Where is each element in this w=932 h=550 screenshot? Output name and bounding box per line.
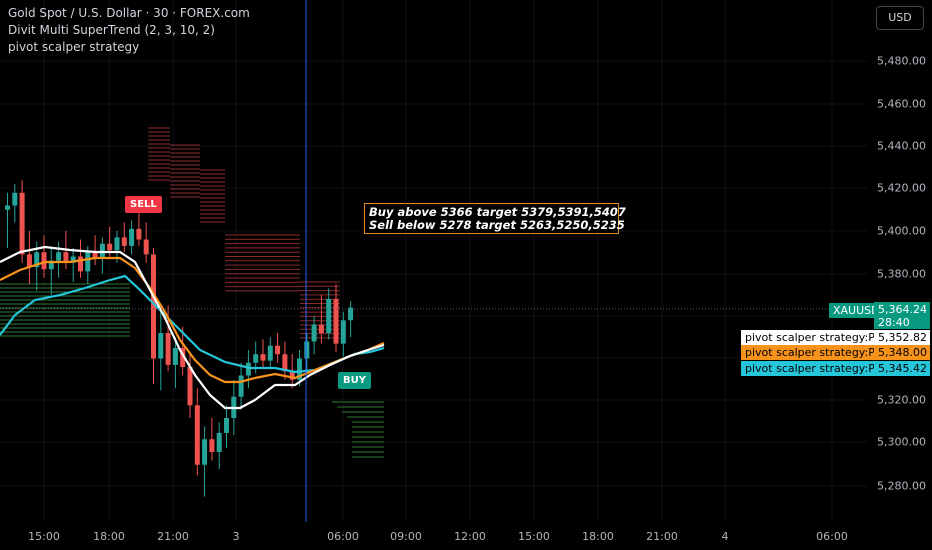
candle-body [304, 341, 310, 359]
candle-body [48, 260, 54, 270]
indicator-legend-supertrend[interactable]: Divit Multi SuperTrend (2, 3, 10, 2) [8, 23, 215, 37]
buy-signal-label: BUY [338, 372, 371, 389]
pivot-info-box: Buy above 5366 target 5379,5391,5407 Sel… [364, 203, 626, 234]
candle-body [224, 418, 229, 433]
candle-body [165, 333, 171, 365]
ema-white-line [0, 245, 385, 410]
sell-signal-label: SELL [125, 196, 162, 213]
plot-tag-orange-value: 5,348.00 [874, 345, 930, 360]
last-price-tag: 5,364.24 28:40 [874, 302, 930, 329]
price-tick-label: 5,400.00 [877, 224, 926, 238]
candle-body [326, 299, 332, 333]
candle-body [245, 362, 251, 376]
ema-orange-line [0, 256, 385, 384]
candle-body [297, 358, 302, 380]
candle-body [143, 239, 149, 255]
candle-body [78, 256, 83, 272]
price-tick-label: 5,320.00 [877, 393, 926, 407]
candle-body [333, 299, 339, 344]
symbol-tag: XAUUSD [829, 303, 884, 318]
time-tick-label: 4 [721, 530, 729, 543]
candle-body [129, 228, 135, 246]
price-chart[interactable] [0, 0, 868, 522]
price-tick-label: 5,380.00 [877, 267, 926, 281]
candle-body [63, 252, 69, 263]
gridlines [0, 0, 868, 522]
time-tick-label: 18:00 [93, 530, 125, 543]
candle-body [26, 254, 32, 268]
indicator-legend-pivot[interactable]: pivot scalper strategy [8, 40, 140, 54]
time-tick-label: 3 [232, 530, 240, 543]
candle-body [202, 439, 208, 465]
price-tick-label: 5,300.00 [877, 435, 926, 449]
time-tick-label: 06:00 [327, 530, 359, 543]
candle-body [114, 237, 120, 251]
time-tick-label: 21:00 [646, 530, 678, 543]
price-tick-label: 5,440.00 [877, 139, 926, 153]
candle-body [282, 354, 288, 372]
candle-body [275, 345, 281, 355]
candle-body [158, 333, 164, 359]
candle-body [216, 432, 222, 452]
moving-averages [0, 245, 385, 410]
candle-body [318, 324, 324, 333]
candle-body [41, 252, 47, 270]
plot-tag-white-label: pivot scalper strategy:Plot [741, 330, 893, 345]
price-tick-label: 5,460.00 [877, 97, 926, 111]
info-box-line-buy: Buy above 5366 target 5379,5391,5407 [369, 205, 626, 219]
candle-body [348, 307, 354, 321]
time-tick-label: 12:00 [454, 530, 486, 543]
plot-tag-orange-label: pivot scalper strategy:Plot [741, 345, 893, 360]
symbol-legend[interactable]: Gold Spot / U.S. Dollar · 30 · FOREX.com [8, 6, 250, 20]
time-tick-label: 15:00 [518, 530, 550, 543]
time-tick-label: 09:00 [390, 530, 422, 543]
plot-tag-cyan-label: pivot scalper strategy:Plot [741, 361, 893, 376]
candle-body [172, 347, 178, 365]
time-tick-label: 18:00 [582, 530, 614, 543]
price-scale[interactable]: 5,480.00 5,460.00 5,440.00 5,420.00 5,400.00… [868, 0, 932, 522]
candle-body [107, 243, 113, 251]
candle-body [253, 354, 259, 363]
plot-tag-cyan-value: 5,345.42 [874, 361, 930, 376]
candle-body [5, 205, 10, 210]
time-tick-label: 21:00 [157, 530, 189, 543]
chart-area[interactable]: Gold Spot / U.S. Dollar · 30 · FOREX.com… [0, 0, 868, 522]
time-axis[interactable]: 15:00 18:00 21:00 3 06:00 09:00 12:00 15:00 18:0… [0, 522, 932, 550]
currency-button[interactable]: USD [876, 6, 924, 30]
bar-countdown: 28:40 [878, 316, 910, 329]
info-box-line-sell: Sell below 5278 target 5263,5250,5235 [369, 218, 625, 232]
candle-body [121, 237, 127, 246]
candle-body [289, 371, 295, 380]
candle-body [267, 345, 273, 361]
candle-body [136, 228, 142, 240]
candle-body [19, 192, 25, 255]
candle-body [194, 405, 200, 465]
candle-body [180, 347, 186, 367]
candle-body [187, 367, 193, 406]
last-price-value: 5,364.24 [878, 303, 927, 316]
candle-body [260, 354, 266, 361]
candle-body [151, 254, 156, 359]
candle-body [311, 324, 317, 342]
candle-body [209, 439, 215, 452]
time-tick-label: 15:00 [28, 530, 60, 543]
price-tick-label: 5,480.00 [877, 54, 926, 68]
candle-body [340, 320, 346, 344]
candle-body [12, 192, 18, 206]
price-tick-label: 5,280.00 [877, 479, 926, 493]
supertrend-bands [0, 127, 384, 458]
candle-body [92, 252, 98, 259]
candle-body [34, 252, 40, 268]
candle-body [70, 256, 76, 263]
candle-body [85, 252, 91, 272]
price-tick-label: 5,420.00 [877, 181, 926, 195]
candle-body [56, 252, 62, 261]
plot-tag-white-value: 5,352.82 [874, 330, 930, 345]
candle-body [238, 375, 244, 397]
time-tick-label: 06:00 [816, 530, 848, 543]
